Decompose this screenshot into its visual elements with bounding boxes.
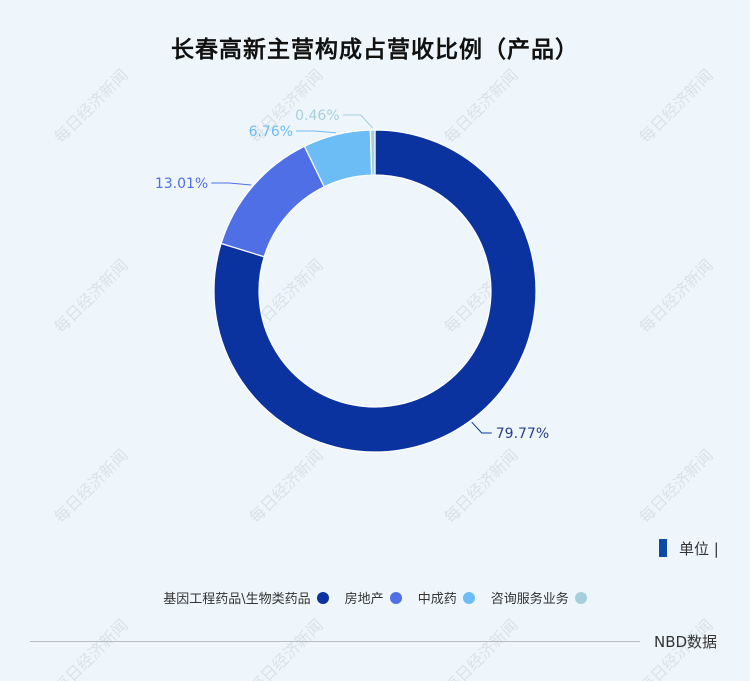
watermark-text: 每日经济新闻	[635, 65, 716, 146]
donut-slice	[369, 129, 376, 176]
legend-swatch	[389, 591, 402, 604]
donut-slices	[213, 129, 537, 453]
legend-label: 中成药	[417, 592, 457, 607]
watermark-text: 每日经济新闻	[440, 445, 521, 526]
unit-label: 单位 |	[679, 539, 719, 558]
leader-line	[342, 114, 374, 129]
watermark-text: 每日经济新闻	[440, 65, 521, 146]
legend-label: 基因工程药品\生物类药品	[163, 592, 311, 607]
leader-line	[471, 421, 492, 434]
legend-item: 咨询服务业务	[491, 588, 587, 607]
watermark-text: 每日经济新闻	[50, 445, 131, 526]
donut-slice	[213, 129, 537, 453]
leader-lines	[211, 114, 492, 434]
watermark-text: 每日经济新闻	[635, 445, 716, 526]
data-source: NBD数据	[654, 633, 718, 651]
watermark-text: 每日经济新闻	[245, 615, 326, 681]
chart-legend: 基因工程药品\生物类药品 房地产 中成药 咨询服务业务	[0, 588, 750, 607]
data-labels: 79.77% 13.01% 6.76%0.46%	[155, 108, 549, 442]
legend-item: 中成药	[418, 588, 475, 607]
data-label: 0.46%	[295, 108, 339, 124]
leader-line	[211, 182, 252, 186]
legend-label: 房地产	[344, 592, 384, 607]
legend-label: 咨询服务业务	[490, 592, 569, 607]
footer-divider	[30, 641, 640, 642]
watermark-text: 每日经济新闻	[50, 255, 131, 336]
donut-slice	[220, 145, 325, 258]
leader-line	[296, 130, 337, 134]
data-label: 13.01%	[155, 176, 208, 192]
data-label: 6.76%	[249, 124, 293, 140]
chart-title: 长春高新主营构成占营收比例（产品）	[171, 37, 579, 63]
legend-swatch	[462, 591, 475, 604]
legend-swatch	[316, 591, 329, 604]
legend-swatch	[574, 591, 587, 604]
watermark-text: 每日经济新闻	[440, 615, 521, 681]
unit-indicator: 单位 |	[659, 538, 719, 558]
legend-item: 房地产	[345, 588, 402, 607]
data-label: 79.77%	[496, 426, 549, 442]
watermark-text: 每日经济新闻	[635, 255, 716, 336]
watermark-text: 每日经济新闻	[50, 615, 131, 681]
watermark-text: 每日经济新闻	[50, 65, 131, 146]
legend-item: 基因工程药品\生物类药品	[163, 588, 329, 607]
watermark-text: 每日经济新闻	[245, 445, 326, 526]
unit-swatch	[659, 539, 667, 557]
